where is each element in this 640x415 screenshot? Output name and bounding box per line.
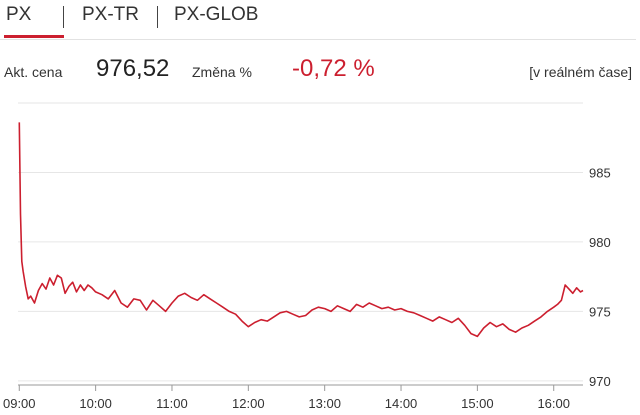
- change-percent: -0,72 %: [292, 55, 375, 82]
- index-tabs: PX PX-TR PX-GLOB: [0, 0, 640, 40]
- x-tick-label-1400: 14:00: [385, 396, 418, 411]
- tab-separator: [157, 6, 158, 28]
- active-tab-indicator: [4, 35, 64, 38]
- x-tick-label-1100: 11:00: [156, 396, 188, 411]
- x-tick-label-1000: 10:00: [79, 396, 112, 411]
- price-label: Akt. cena: [4, 64, 63, 80]
- tab-px-tr[interactable]: PX-TR: [82, 4, 139, 25]
- tab-separator: [63, 6, 64, 28]
- y-tick-label-985: 985: [589, 165, 611, 180]
- tabs-divider: [0, 39, 636, 40]
- tab-px-glob[interactable]: PX-GLOB: [174, 4, 259, 25]
- y-tick-label-975: 975: [589, 304, 611, 319]
- y-tick-label-980: 980: [589, 235, 611, 250]
- series-line-0: [18, 122, 584, 338]
- x-tick-label-1200: 12:00: [232, 396, 265, 411]
- x-tick-label-0900: 09:00: [3, 396, 36, 411]
- x-tick-label-1300: 13:00: [308, 396, 341, 411]
- realtime-indicator: [v reálném čase]: [529, 64, 632, 80]
- quote-bar: Akt. cena 976,52 Změna % -0,72 % [v reál…: [0, 52, 640, 92]
- change-label: Změna %: [192, 64, 252, 80]
- x-tick-label-1500: 15:00: [461, 396, 494, 411]
- x-tick-label-1600: 16:00: [537, 396, 570, 411]
- current-price: 976,52: [96, 55, 170, 82]
- tab-px[interactable]: PX: [6, 4, 32, 25]
- y-tick-label-970: 970: [589, 374, 611, 389]
